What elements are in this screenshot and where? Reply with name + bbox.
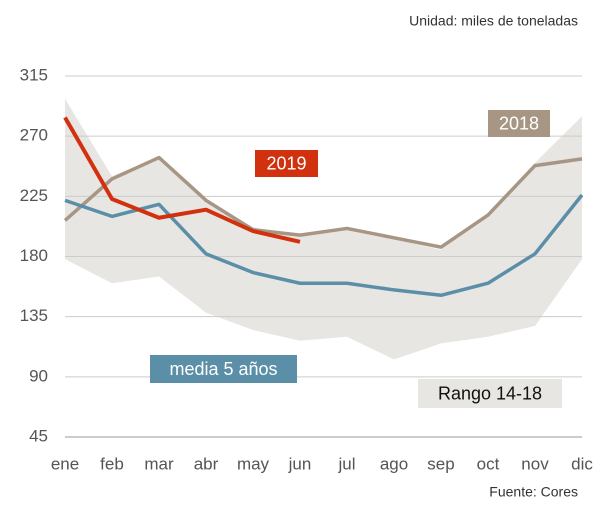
y-tick-label: 270 [20, 126, 48, 145]
y-tick-label: 225 [20, 186, 48, 205]
x-tick-label: oct [477, 454, 500, 473]
unit-note: Unidad: miles de toneladas [409, 13, 578, 29]
series-line [64, 193, 584, 298]
legend-label: 2018 [499, 113, 539, 133]
range-band [65, 98, 582, 360]
legend-label: Rango 14-18 [438, 383, 542, 403]
x-tick-label: ago [380, 454, 408, 473]
x-tick-label: may [237, 454, 270, 473]
series-line [63, 155, 583, 249]
source-note: Fuente: Cores [489, 484, 578, 500]
legend-label: 2019 [266, 153, 306, 173]
y-tick-label: 135 [20, 306, 48, 325]
legend-label: media 5 años [169, 359, 277, 379]
x-tick-label: feb [100, 454, 124, 473]
y-tick-label: 45 [29, 426, 48, 445]
x-tick-label: jul [337, 454, 355, 473]
legend-label-box [418, 379, 562, 408]
series-line [63, 116, 301, 244]
y-tick-label: 90 [29, 366, 48, 385]
x-tick-label: ene [51, 454, 79, 473]
x-tick-label: abr [194, 454, 219, 473]
x-tick-label: sep [427, 454, 454, 473]
x-tick-label: dic [571, 454, 593, 473]
legend-label-box [488, 110, 550, 137]
legend-label-box [255, 150, 318, 177]
x-tick-label: jun [288, 454, 312, 473]
x-tick-label: nov [521, 454, 549, 473]
y-tick-label: 180 [20, 246, 48, 265]
x-tick-label: mar [144, 454, 174, 473]
legend-label-box [150, 355, 297, 383]
y-tick-label: 315 [20, 65, 48, 84]
